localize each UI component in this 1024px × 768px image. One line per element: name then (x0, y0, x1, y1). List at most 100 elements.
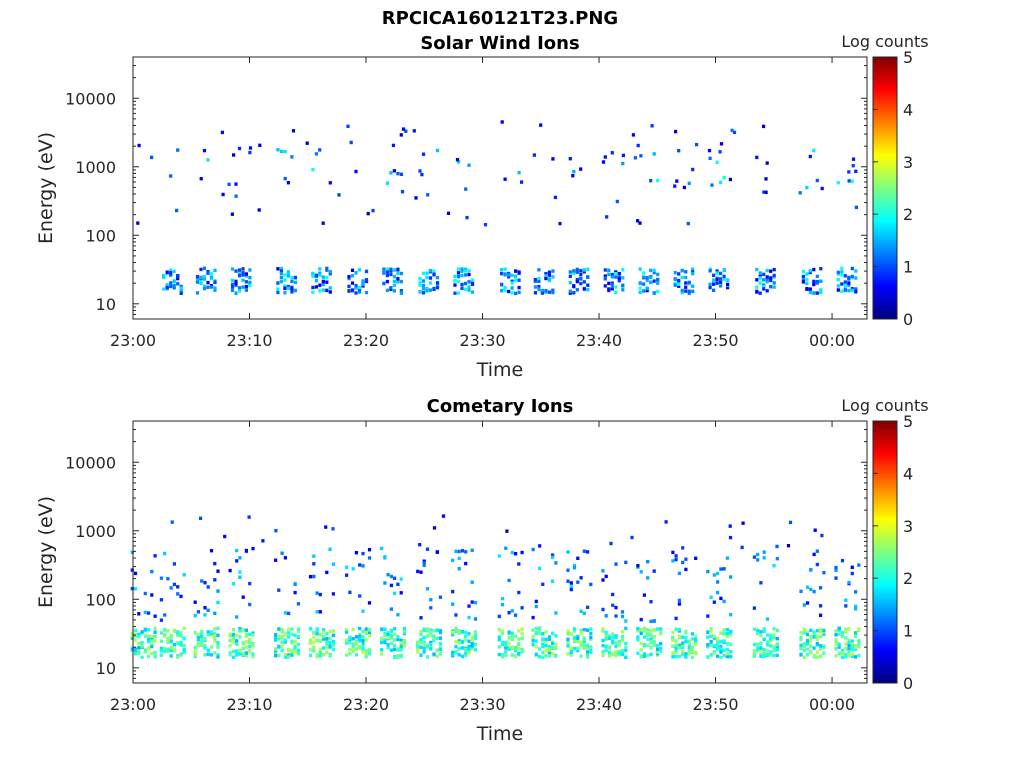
heatmap-cell (371, 208, 375, 213)
heatmap-cell (276, 148, 280, 152)
heatmap-cell (756, 642, 760, 646)
heatmap-cell (396, 277, 400, 281)
heatmap-cell (244, 548, 248, 553)
heatmap-cell (325, 288, 329, 293)
heatmap-cell (350, 274, 355, 278)
heatmap-cell (514, 647, 518, 651)
heatmap-cell (729, 655, 733, 659)
heatmap-cell (196, 610, 200, 614)
heatmap-cell (196, 632, 200, 637)
heatmap-cell (404, 129, 408, 133)
heatmap-cell (851, 157, 856, 161)
heatmap-cell (762, 637, 766, 641)
heatmap-cell (238, 570, 242, 574)
x-tick-label: 23:30 (459, 695, 505, 714)
heatmap-cell (358, 632, 362, 637)
heatmap-cell (244, 284, 248, 289)
heatmap-cell (819, 644, 823, 648)
heatmap-cell (636, 638, 640, 642)
heatmap-cell (196, 635, 200, 639)
heatmap-cell (572, 636, 577, 640)
heatmap-cell (238, 629, 242, 633)
heatmap-cell (691, 267, 695, 271)
heatmap-cell (517, 637, 521, 641)
heatmap-cell (520, 627, 524, 631)
heatmap-cell (354, 551, 358, 555)
heatmap-cell (586, 288, 590, 292)
heatmap-cell (315, 610, 319, 614)
heatmap-cell (575, 279, 579, 284)
heatmap-cell (419, 637, 423, 642)
heatmap-cell (517, 562, 521, 566)
heatmap-cell (575, 288, 579, 292)
heatmap-cell (538, 627, 542, 631)
heatmap-cell (694, 642, 698, 646)
heatmap-cell (308, 641, 313, 645)
heatmap-cell (844, 647, 848, 651)
heatmap-cell (605, 215, 609, 219)
heatmap-cell (213, 561, 217, 566)
heatmap-cell (473, 636, 478, 640)
heatmap-cell (176, 655, 180, 659)
heatmap-cell (645, 276, 649, 280)
heatmap-cell (554, 646, 558, 650)
heatmap-cell (589, 648, 593, 653)
heatmap-cell (389, 272, 393, 277)
heatmap-cell (764, 177, 768, 181)
heatmap-cell (328, 644, 332, 648)
heatmap-cell (589, 645, 593, 649)
heatmap-cell (775, 557, 779, 561)
heatmap-cell (551, 269, 555, 273)
heatmap-cell (673, 283, 677, 287)
heatmap-cell (572, 566, 577, 570)
heatmap-cell (389, 267, 393, 271)
heatmap-cell (694, 634, 698, 638)
heatmap-cell (425, 655, 430, 659)
heatmap-cell (429, 642, 433, 647)
heatmap-cell (296, 652, 300, 656)
heatmap-cell (345, 565, 349, 569)
heatmap-cell (358, 639, 362, 643)
heatmap-cell (819, 647, 823, 651)
heatmap-cell (311, 285, 315, 290)
heatmap-cell (290, 632, 294, 636)
heatmap-cell (820, 533, 824, 538)
heatmap-cell (216, 641, 220, 645)
heatmap-cell (554, 561, 558, 565)
heatmap-cell (232, 153, 236, 157)
heatmap-cell (624, 560, 628, 565)
heatmap-cell (364, 630, 368, 634)
heatmap-cell (642, 593, 646, 597)
heatmap-cell (691, 284, 695, 288)
heatmap-cell (553, 195, 557, 200)
heatmap-cell (283, 149, 287, 154)
heatmap-cell (538, 566, 542, 571)
heatmap-cell (286, 284, 290, 289)
heatmap-cell (582, 644, 586, 648)
heatmap-cell (457, 549, 461, 554)
heatmap-cell (551, 553, 555, 557)
heatmap-cell (586, 605, 590, 609)
heatmap-cell (652, 268, 656, 273)
heatmap-cell (399, 279, 403, 284)
heatmap-cell (840, 634, 845, 638)
heatmap-cell (708, 267, 712, 271)
heatmap-cell (162, 273, 166, 278)
heatmap-cell (400, 190, 405, 194)
heatmap-cell (642, 282, 646, 286)
heatmap-cell (159, 631, 163, 635)
heatmap-cell (636, 219, 640, 223)
heatmap-cell (251, 546, 255, 551)
heatmap-cell (159, 618, 163, 622)
heatmap-cell (847, 649, 851, 654)
heatmap-cell (308, 653, 313, 658)
heatmap-cell (357, 289, 362, 294)
heatmap-cell (283, 176, 287, 181)
heatmap-cell (206, 585, 210, 589)
heatmap-cell (159, 646, 163, 651)
heatmap-cell (195, 291, 200, 295)
heatmap-cell (762, 190, 766, 194)
heatmap-cell (175, 208, 179, 213)
heatmap-cell (586, 643, 590, 648)
x-tick-label: 23:40 (576, 331, 622, 350)
